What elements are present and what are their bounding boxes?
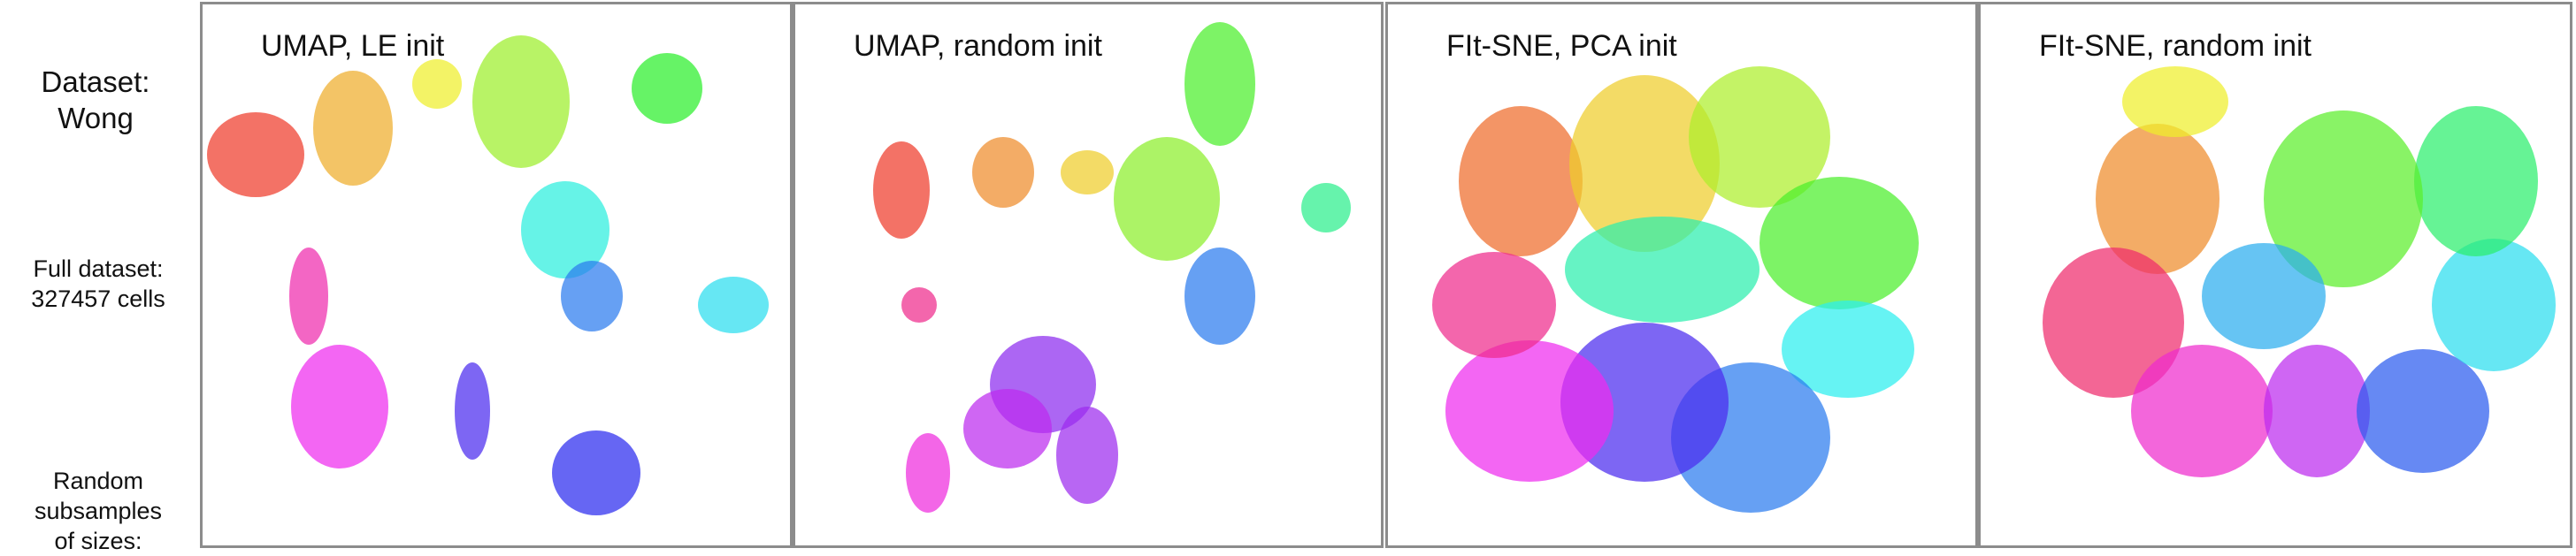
- panel-title: FIt-SNE, PCA init: [1446, 29, 1677, 64]
- embedding-panel-fitsne-random: FIt-SNE, random init: [1978, 2, 2572, 548]
- cell-cluster: [873, 141, 930, 239]
- cell-cluster: [698, 277, 769, 333]
- cell-cluster: [2202, 243, 2326, 349]
- cell-cluster: [1565, 217, 1760, 323]
- cell-cluster: [289, 248, 328, 345]
- embedding-panel-umap-random: UMAP, random init: [793, 2, 1384, 548]
- dataset-label: Dataset: Wong: [7, 64, 184, 137]
- cell-cluster: [2357, 349, 2489, 473]
- cell-cluster: [972, 137, 1034, 208]
- cell-cluster: [906, 433, 950, 513]
- cell-cluster: [2122, 66, 2228, 137]
- cell-cluster: [455, 362, 490, 460]
- embedding-plot: [1981, 4, 2570, 545]
- cell-cluster: [1760, 177, 1919, 309]
- cell-cluster: [632, 53, 702, 124]
- cell-cluster: [2414, 106, 2538, 256]
- random-line-1: Random: [0, 467, 196, 497]
- embedding-plot: [795, 4, 1381, 545]
- cell-cluster: [1432, 252, 1556, 358]
- cell-cluster: [1184, 22, 1255, 146]
- cell-cluster: [963, 389, 1052, 468]
- cell-cluster: [901, 287, 937, 323]
- cell-cluster: [1445, 340, 1614, 482]
- cell-cluster: [1061, 150, 1114, 194]
- cell-cluster: [1459, 106, 1583, 256]
- cell-cluster: [552, 430, 640, 515]
- cell-cluster: [1056, 407, 1118, 504]
- full-dataset-line: Full dataset:: [0, 255, 196, 285]
- embedding-plot: [203, 4, 790, 545]
- embedding-panel-umap-le: UMAP, LE init: [200, 2, 793, 548]
- cell-cluster: [1301, 183, 1351, 232]
- cell-cluster: [472, 35, 570, 168]
- cell-cluster: [207, 112, 304, 197]
- random-subsamples-label: Random subsamples of sizes:: [0, 467, 196, 556]
- full-dataset-label: Full dataset: 327457 cells: [0, 255, 196, 315]
- random-line-3: of sizes:: [0, 527, 196, 556]
- cell-cluster: [1184, 248, 1255, 345]
- cell-cluster: [313, 71, 393, 186]
- panel-title: UMAP, random init: [854, 29, 1102, 64]
- cell-cluster: [291, 345, 388, 468]
- panel-title: UMAP, LE init: [261, 29, 444, 64]
- cell-cluster: [2264, 345, 2370, 477]
- embedding-plot: [1388, 4, 1975, 545]
- dataset-label-line: Dataset:: [7, 64, 184, 100]
- cell-cluster: [412, 59, 462, 109]
- cell-cluster: [2432, 239, 2556, 371]
- random-line-2: subsamples: [0, 497, 196, 527]
- embedding-panel-fitsne-pca: FIt-SNE, PCA init: [1385, 2, 1978, 548]
- cell-cluster: [2131, 345, 2273, 477]
- panel-title: FIt-SNE, random init: [2039, 29, 2312, 64]
- cell-count: 327457 cells: [0, 285, 196, 315]
- cell-cluster: [561, 261, 623, 331]
- dataset-name: Wong: [7, 100, 184, 136]
- cell-cluster: [1114, 137, 1220, 261]
